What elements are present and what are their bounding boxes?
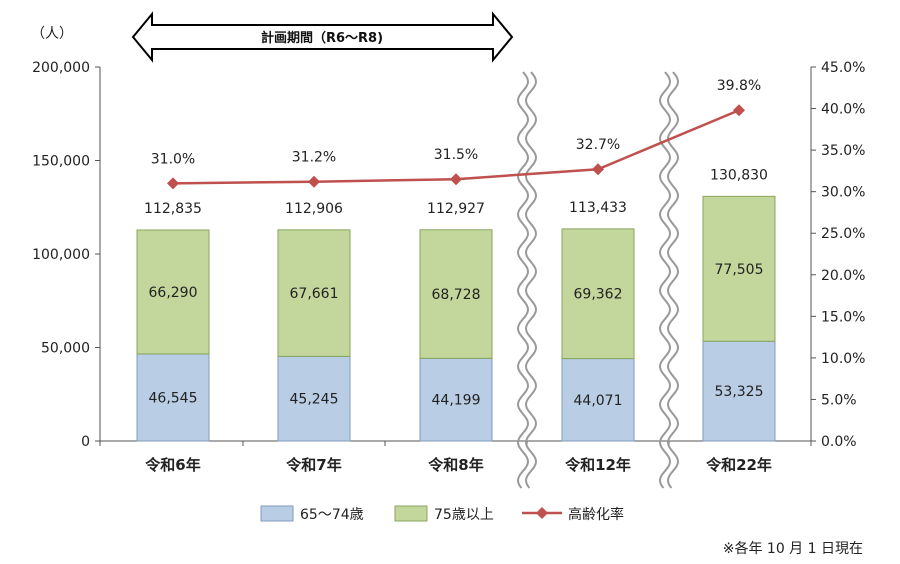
- value-label-65-74: 44,071: [574, 393, 623, 409]
- bar-65-74: [277, 355, 351, 442]
- y2-tick-label: 30.0%: [821, 185, 865, 201]
- legend-swatch-75-plus: [394, 505, 428, 522]
- bars: [136, 195, 776, 442]
- total-label: 112,835: [144, 201, 202, 217]
- ratio-marker: [733, 104, 745, 117]
- y-tick-label: 50,000: [41, 341, 90, 357]
- ratio-label: 39.8%: [717, 78, 761, 94]
- y2-tick-label: 40.0%: [821, 102, 865, 118]
- value-label-65-74: 44,199: [432, 393, 481, 409]
- total-label: 130,830: [710, 167, 768, 183]
- legend: 65～74歳 75歳以上 高齢化率: [260, 505, 624, 523]
- legend-label-65-74: 65～74歳: [300, 507, 364, 523]
- bar-65-74: [702, 340, 776, 442]
- ratio-line: [167, 104, 745, 190]
- ratio-label: 31.0%: [151, 151, 195, 167]
- ratio-marker: [167, 177, 179, 190]
- y2-tick-label: 15.0%: [821, 309, 865, 325]
- ratio-label: 31.2%: [292, 150, 336, 166]
- legend-swatch-65-74: [260, 505, 294, 522]
- y-axis-unit: （人）: [31, 26, 73, 42]
- x-tick-label: 令和6年: [145, 456, 200, 474]
- value-label-75-plus: 77,505: [715, 262, 764, 278]
- legend-marker-ratio: [536, 507, 548, 519]
- y-tick-label: 100,000: [32, 247, 90, 263]
- bar-75-plus: [561, 228, 635, 360]
- value-label-75-plus: 68,728: [432, 287, 481, 303]
- x-tick-label: 令和12年: [565, 456, 631, 474]
- y-tick-label: 200,000: [32, 60, 90, 76]
- total-label: 112,906: [285, 201, 343, 217]
- axis-break-wave: [658, 71, 672, 489]
- bar-75-plus: [277, 229, 351, 357]
- axis-breaks: [516, 71, 680, 489]
- y-tick-label: 0: [81, 434, 90, 450]
- x-tick-label: 令和8年: [428, 456, 483, 474]
- x-tick-label: 令和22年: [706, 456, 772, 474]
- legend-label-75-plus: 75歳以上: [434, 507, 494, 523]
- footnote: ※各年 10 月 1 日現在: [723, 541, 863, 557]
- bar-75-plus: [702, 195, 776, 342]
- y2-tick-label: 25.0%: [821, 226, 865, 242]
- x-tick-label: 令和7年: [286, 456, 341, 474]
- axes: 0 50,000 100,000 150,000 200,000 0.0% 5.0% 10.0…: [32, 60, 865, 474]
- bar-65-74: [561, 358, 635, 442]
- ratio-marker: [592, 163, 604, 176]
- bar-75-plus: [419, 229, 493, 359]
- y-tick-label: 150,000: [32, 154, 90, 170]
- y2-tick-label: 5.0%: [821, 392, 857, 408]
- y2-tick-label: 45.0%: [821, 60, 865, 76]
- plan-period-arrow: [131, 11, 514, 63]
- value-label-75-plus: 67,661: [290, 286, 339, 302]
- value-label-65-74: 53,325: [715, 384, 764, 400]
- bar-65-74: [419, 357, 493, 442]
- value-label-75-plus: 66,290: [149, 285, 198, 301]
- total-label: 112,927: [427, 201, 485, 217]
- plan-period-label: 計画期間（R6～R8): [261, 30, 383, 46]
- y2-tick-label: 20.0%: [821, 268, 865, 284]
- value-label-75-plus: 69,362: [574, 287, 623, 303]
- bar-65-74: [136, 353, 210, 442]
- ratio-marker: [450, 173, 462, 186]
- ratio-marker: [308, 175, 320, 188]
- value-label-65-74: 45,245: [290, 392, 339, 408]
- value-label-65-74: 46,545: [149, 390, 198, 406]
- data-labels: 46,545 66,290 112,835 45,245 67,661 112,906 44…: [144, 78, 768, 409]
- axis-break-wave: [516, 71, 530, 489]
- bar-75-plus: [136, 229, 210, 355]
- legend-label-ratio: 高齢化率: [568, 506, 624, 523]
- ratio-label: 32.7%: [576, 137, 620, 153]
- axis-break-wave: [524, 71, 538, 489]
- plan-period-annotation: 計画期間（R6～R8): [131, 11, 514, 63]
- y2-tick-label: 0.0%: [821, 434, 857, 450]
- y2-tick-label: 35.0%: [821, 143, 865, 159]
- y2-tick-label: 10.0%: [821, 351, 865, 367]
- axis-break-wave: [666, 71, 680, 489]
- ratio-label: 31.5%: [434, 147, 478, 163]
- total-label: 113,433: [569, 200, 627, 216]
